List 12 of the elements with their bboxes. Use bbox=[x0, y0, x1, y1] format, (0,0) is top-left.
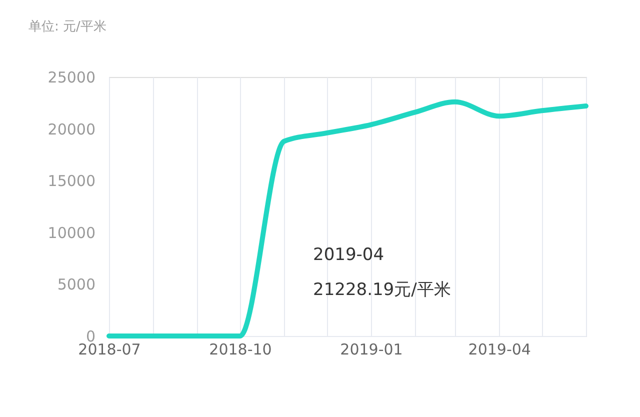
y-tick-label: 10000 bbox=[48, 224, 96, 242]
y-tick-label: 15000 bbox=[48, 172, 96, 190]
annotation: 21228.19元/平米 bbox=[313, 280, 451, 300]
x-tick-label: 2018-07 bbox=[78, 340, 141, 358]
y-tick-label: 25000 bbox=[48, 68, 96, 86]
annotation: 2019-04 bbox=[313, 245, 384, 265]
x-tick-label: 2019-04 bbox=[468, 340, 531, 358]
y-tick-label: 20000 bbox=[48, 120, 96, 138]
y-axis-title: 单位: 元/平米 bbox=[28, 20, 106, 34]
x-tick-label: 2018-10 bbox=[209, 340, 272, 358]
x-tick-label: 2019-01 bbox=[340, 340, 403, 358]
y-tick-label: 5000 bbox=[57, 276, 96, 294]
